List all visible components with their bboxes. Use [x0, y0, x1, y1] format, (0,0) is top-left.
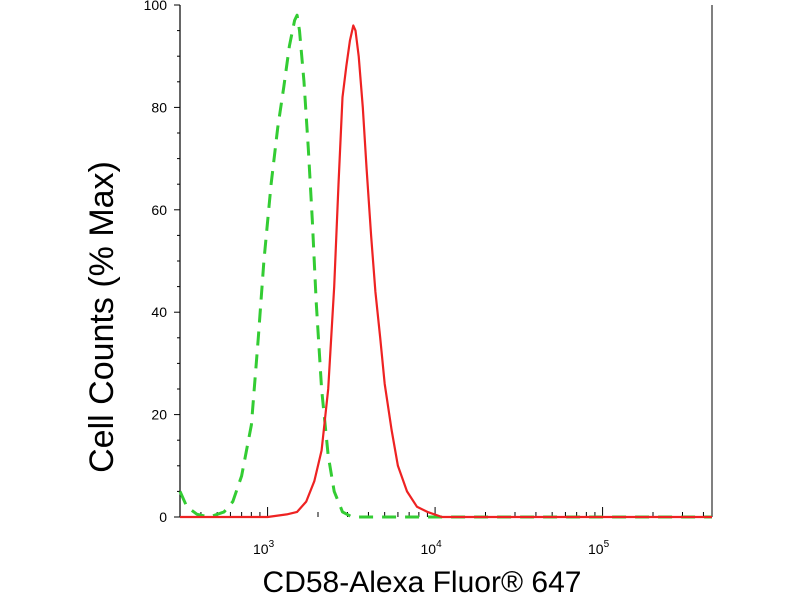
- x-tick-exponent: 3: [269, 539, 275, 550]
- y-tick-label: 40: [151, 304, 167, 320]
- x-tick-exponent: 5: [604, 539, 610, 550]
- y-tick-label: 0: [159, 509, 167, 525]
- series-layer: [178, 13, 712, 519]
- series-line-2: [180, 24, 712, 519]
- y-axis-ticks: 0 20 40 60 80 100: [144, 0, 180, 525]
- x-axis-ticks: 103 104 105: [179, 507, 704, 557]
- x-axis-label: CD58-Alexa Fluor® 647: [263, 566, 582, 599]
- plot-frame: [179, 5, 713, 517]
- y-axis-label: Cell Counts (% Max): [83, 161, 121, 473]
- x-tick-exponent: 4: [436, 539, 442, 550]
- y-tick-label: 100: [144, 0, 168, 13]
- series-line-1: [178, 13, 712, 519]
- y-tick-label: 60: [151, 202, 167, 218]
- y-tick-label: 80: [151, 99, 167, 115]
- y-tick-label: 20: [151, 407, 167, 423]
- x-tick-label: 103: [253, 539, 275, 557]
- x-tick-label: 104: [421, 539, 443, 557]
- x-tick-label: 105: [588, 539, 610, 557]
